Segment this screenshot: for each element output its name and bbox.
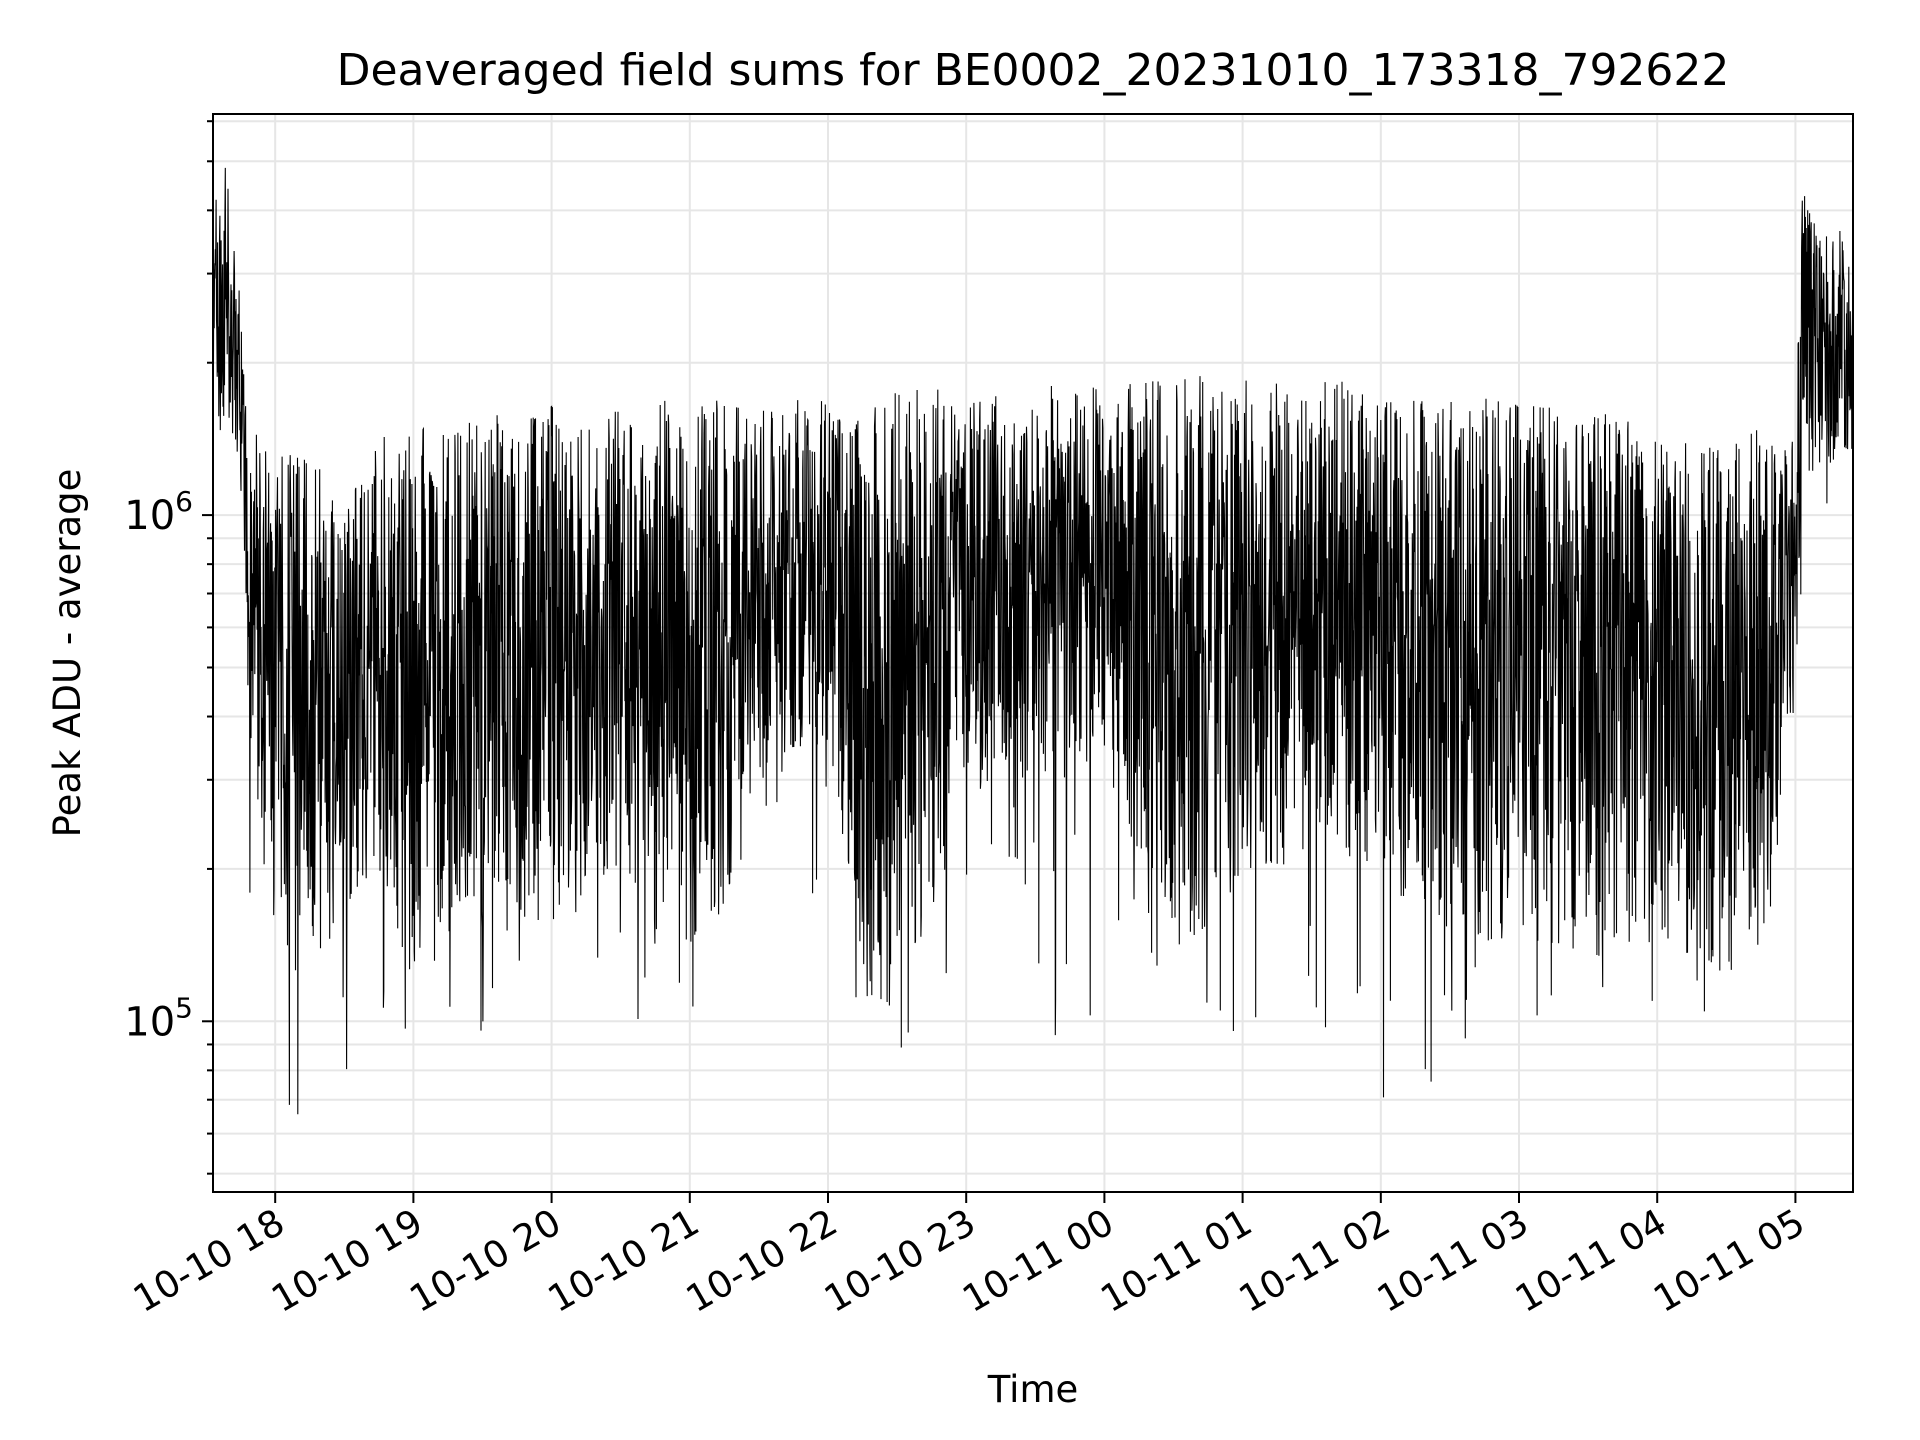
chart-title: Deaveraged field sums for BE0002_2023101… [337,45,1730,96]
plot-frame [212,113,1854,1193]
data-series [213,167,1853,1115]
y-axis-label: Peak ADU - average [46,469,89,838]
series-line-0 [213,167,1853,1115]
y-axis-ticks: 105 106 [124,120,213,1175]
y-tick-label: 106 [124,485,193,539]
x-axis-label: Time [987,1368,1079,1411]
y-tick-label: 105 [124,991,193,1045]
